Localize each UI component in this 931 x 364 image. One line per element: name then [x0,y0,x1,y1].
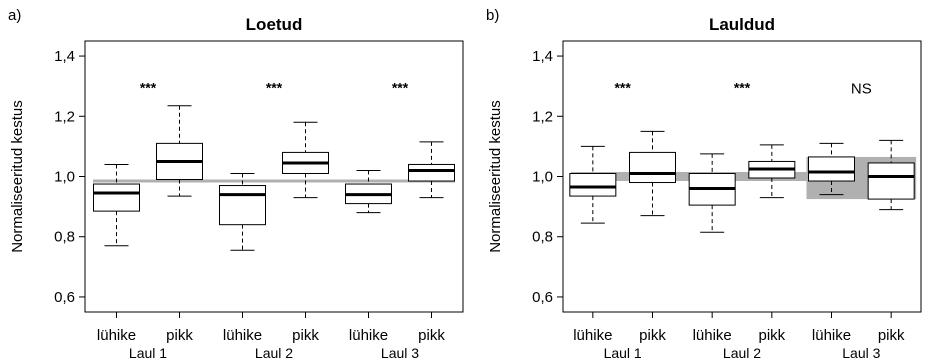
significance-label: *** [266,80,283,96]
y-tick-label: 1,2 [54,108,75,125]
box-lühike [93,163,140,247]
significance-label: *** [392,80,409,96]
x-tick-label: pikk [418,327,445,344]
y-tick-label: 1,4 [532,48,553,65]
box-lühike [808,142,855,196]
group-label: Laul 3 [842,345,880,361]
box-pikk [748,144,796,199]
x-tick-label: lühike [573,327,612,344]
group-label: Laul 2 [255,345,293,361]
y-tick-label: 1,2 [532,108,553,125]
group-label: Laul 1 [604,345,642,361]
panel-title: Lauldud [709,15,775,34]
panel-a: a) Loetud 0,6 0,8 1,0 1,2 1,4 Normaliseeritud k… [8,7,464,361]
x-tick-label: pikk [292,327,319,344]
plot-frame [562,40,922,313]
x-tick-label: pikk [878,327,905,344]
significance-label: *** [734,80,751,96]
x-tick-label: pikk [639,327,666,344]
x-tick-label: lühike [693,327,732,344]
y-tick-label: 1,0 [54,169,75,186]
y-tick-label: 0,8 [532,229,553,246]
box-lühike [569,145,617,224]
x-tick-label: lühike [97,327,136,344]
box-pikk [156,105,203,197]
group-label: Laul 2 [723,345,761,361]
plot-frame [84,40,464,313]
significance-label: *** [140,80,157,96]
box-iqr [629,151,676,184]
significance-label: NS [851,81,872,98]
panel-b: b) Lauldud 0,6 0,8 1,0 1,2 1,4 Normaliseeritud … [486,7,922,361]
box-pikk [408,141,455,199]
box-iqr [867,162,915,200]
y-tick-label: 1,4 [54,48,75,65]
y-axis-label: Normaliseeritud kestus [487,100,504,253]
x-tick-label: lühike [223,327,262,344]
box-pikk [629,130,676,217]
box-pikk [867,139,915,211]
y-tick-label: 0,6 [54,289,75,306]
box-iqr [408,163,455,182]
box-iqr [93,183,140,212]
box-lühike [219,172,266,251]
panel-label: b) [486,7,499,24]
x-tick-label: lühike [349,327,388,344]
y-tick-label: 0,8 [54,229,75,246]
x-tick-label: pikk [758,327,785,344]
box-iqr [219,185,266,226]
box-pikk [282,121,329,199]
group-label: Laul 3 [381,345,419,361]
box-iqr [569,172,617,197]
group-label: Laul 1 [129,345,167,361]
box-lühike [688,153,736,233]
x-tick-label: lühike [812,327,851,344]
panel-title: Loetud [246,15,303,34]
reference-band [571,171,913,182]
box-lühike [345,169,392,214]
x-tick-label: pikk [166,327,193,344]
box-iqr [808,156,855,182]
y-axis-label: Normaliseeritud kestus [9,100,26,253]
y-tick-label: 1,0 [532,169,553,186]
y-tick-label: 0,6 [532,289,553,306]
panel-label: a) [8,7,21,24]
significance-label: *** [614,80,631,96]
